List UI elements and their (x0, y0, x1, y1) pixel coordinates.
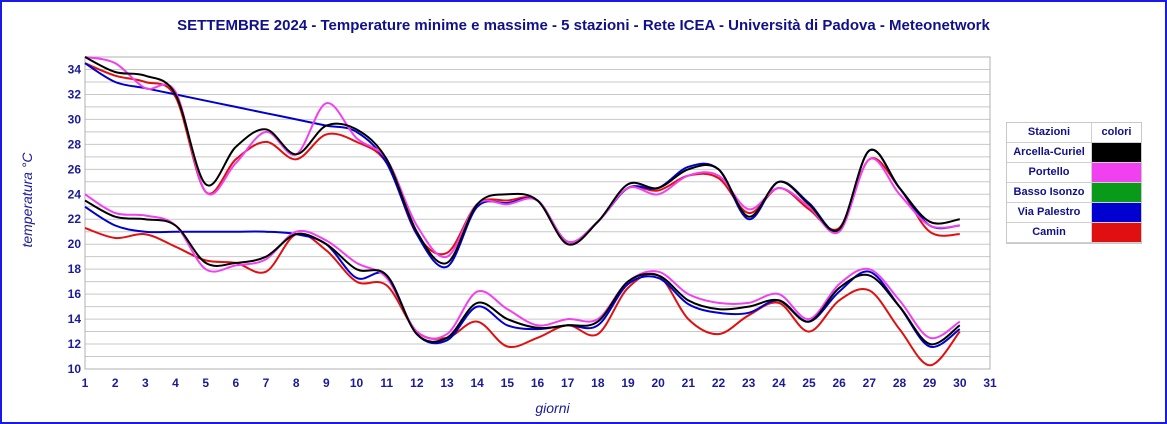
x-tick-label: 17 (561, 376, 575, 390)
x-tick-label: 15 (501, 376, 515, 390)
legend-rows: Arcella-Curiel Portello Basso Isonzo Via Pa… (1007, 143, 1141, 243)
legend-entry-name: Arcella-Curiel (1007, 143, 1092, 162)
x-tick-label: 20 (651, 376, 665, 390)
legend-entry: Via Palestro (1007, 203, 1141, 223)
y-tick-label: 24 (68, 187, 82, 201)
y-tick-label: 28 (68, 137, 82, 151)
legend-entry-name: Camin (1007, 223, 1092, 242)
series-line-max (84, 62, 960, 256)
x-tick-label: 9 (323, 376, 330, 390)
legend: Stazioni colori Arcella-Curiel Portello Ba… (1006, 122, 1142, 244)
legend-header-station: Stazioni (1007, 123, 1092, 142)
x-axis-label: giorni (535, 400, 570, 416)
x-axis-ticks: 1 2 3 4 5 6 7 8 9 10 11 12 13 14 15 16 17 18 19 20 21 22 23 24 2… (82, 376, 997, 390)
legend-swatch (1092, 183, 1141, 202)
x-tick-label: 16 (531, 376, 545, 390)
y-tick-label: 14 (68, 312, 82, 326)
x-tick-label: 4 (172, 376, 179, 390)
x-tick-label: 12 (410, 376, 424, 390)
x-tick-label: 24 (772, 376, 786, 390)
x-tick-label: 28 (893, 376, 907, 390)
x-tick-label: 14 (470, 376, 484, 390)
series-line-min (84, 193, 961, 340)
x-tick-label: 6 (232, 376, 239, 390)
plot-area (84, 56, 991, 370)
chart-title: SETTEMBRE 2024 - Temperature minime e ma… (177, 17, 990, 34)
series-line-min (84, 199, 961, 346)
x-tick-label: 21 (682, 376, 696, 390)
x-tick-label: 27 (863, 376, 877, 390)
y-tick-label: 22 (68, 212, 82, 226)
legend-swatch (1092, 203, 1141, 222)
x-tick-label: 29 (923, 376, 937, 390)
y-tick-label: 34 (68, 62, 82, 76)
y-tick-label: 16 (68, 287, 82, 301)
series-lines (84, 56, 961, 367)
x-tick-label: 19 (621, 376, 635, 390)
legend-entry: Portello (1007, 163, 1141, 183)
y-tick-label: 20 (68, 237, 82, 251)
legend-entry-name: Basso Isonzo (1007, 183, 1092, 202)
y-tick-label: 18 (68, 262, 82, 276)
legend-entry: Arcella-Curiel (1007, 143, 1141, 163)
legend-swatch (1092, 163, 1141, 182)
y-axis-ticks: 10 12 14 16 18 20 22 24 26 28 30 32 34 (68, 62, 82, 376)
legend-swatch (1092, 223, 1141, 242)
x-tick-label: 23 (742, 376, 756, 390)
series-line-max (84, 56, 960, 259)
legend-entry-name: Via Palestro (1007, 203, 1092, 222)
y-tick-label: 32 (68, 87, 82, 101)
x-tick-label: 26 (832, 376, 846, 390)
y-tick-label: 26 (68, 162, 82, 176)
legend-entry: Camin (1007, 223, 1141, 243)
legend-header: Stazioni colori (1007, 123, 1141, 143)
x-tick-label: 7 (263, 376, 270, 390)
x-tick-label: 10 (350, 376, 364, 390)
x-tick-label: 1 (82, 376, 89, 390)
x-tick-label: 3 (142, 376, 149, 390)
y-axis-label: temperatura °C (19, 152, 35, 248)
grid (85, 68, 990, 358)
y-tick-label: 30 (68, 112, 82, 126)
x-tick-label: 5 (202, 376, 209, 390)
x-tick-label: 25 (802, 376, 816, 390)
x-tick-label: 30 (953, 376, 967, 390)
series-line-max (84, 62, 960, 269)
series-line-max (84, 56, 960, 265)
y-tick-label: 12 (68, 337, 82, 351)
x-tick-label: 22 (712, 376, 726, 390)
x-tick-label: 11 (380, 376, 393, 390)
legend-swatch (1092, 143, 1141, 162)
x-tick-label: 8 (293, 376, 300, 390)
x-tick-label: 13 (440, 376, 454, 390)
x-tick-label: 31 (983, 376, 997, 390)
legend-entry-name: Portello (1007, 163, 1092, 182)
y-tick-label: 10 (68, 362, 82, 376)
x-tick-label: 2 (112, 376, 119, 390)
x-tick-label: 18 (591, 376, 605, 390)
legend-entry: Basso Isonzo (1007, 183, 1141, 203)
legend-header-color: colori (1101, 126, 1132, 138)
